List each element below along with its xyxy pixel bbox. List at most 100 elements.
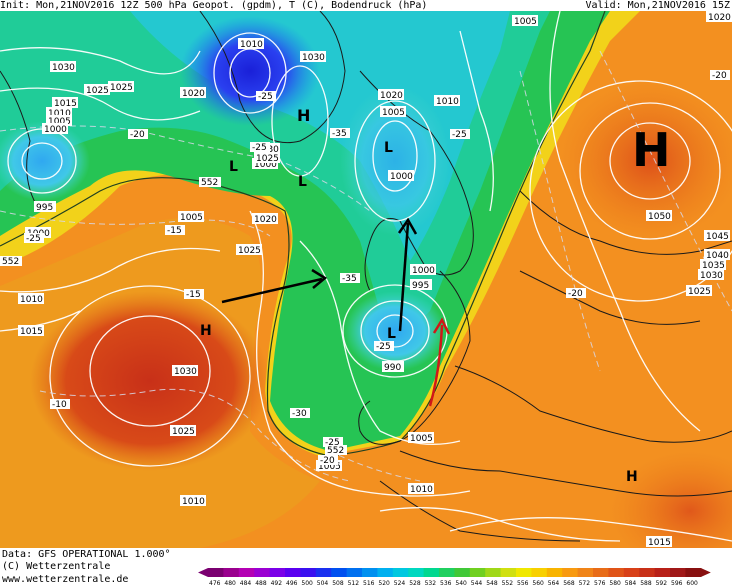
isobar-label: 1005 [316,460,342,472]
svg-text:1025: 1025 [86,86,109,96]
svg-text:1015: 1015 [20,327,43,337]
isobar-label: 1005 [178,211,204,223]
isobar-label: 1000 [252,158,278,170]
colorbar-cell [516,568,532,577]
temp-label: -35 [340,273,360,284]
temperature-lines [0,50,732,482]
svg-text:1005: 1005 [318,462,341,472]
svg-text:-25: -25 [258,92,273,102]
isobar-label: 1040 [704,249,730,261]
svg-text:-20: -20 [568,289,583,299]
high-letter: H [297,106,310,125]
temperature-label-group: -25 -20 -25 -15 -10 -25 -35 -35 -25 -30 … [24,70,730,466]
website-link[interactable]: www.wetterzentrale.de [2,574,129,585]
high-letter: H [626,469,638,485]
isobar-label: 1025 [170,425,196,437]
pressure-centers: H H H H L L L L [200,106,671,485]
svg-text:1025: 1025 [110,83,133,93]
isobar-label: 995 [410,279,432,291]
svg-text:990: 990 [384,363,401,373]
colorbar-cell [208,568,224,577]
colorbar-cell [500,568,517,577]
colorbar-tick-label: 548 [486,580,498,587]
isobar-label: 1005 [512,15,538,27]
svg-text:-20: -20 [130,130,145,140]
svg-text:1010: 1010 [182,497,205,507]
isobar-label: 1010 [18,293,44,305]
svg-text:995: 995 [36,203,53,213]
colorbar-cell [238,568,255,577]
arrow-north [398,222,410,332]
temp-label: -25 [256,91,276,102]
svg-text:1020: 1020 [708,13,731,23]
isobar-label: 1025 [254,152,280,164]
colorbar-tick-label: 600 [686,580,698,587]
colorbar-cell [577,568,594,577]
contour-552 [0,11,606,457]
svg-text:1005: 1005 [514,17,537,27]
colorbar-tick-label: 504 [317,580,329,587]
colorbar-tick-label: 524 [394,580,406,587]
low-core-north [180,16,320,126]
svg-text:1000: 1000 [390,172,413,182]
svg-text:-25: -25 [376,342,391,352]
colorbar-tick-label: 588 [640,580,652,587]
colorbar-tick-label: 484 [240,580,252,587]
arrow-atlantic [221,277,323,304]
svg-text:1040: 1040 [706,251,729,261]
svg-text:-15: -15 [186,290,201,300]
colorbar-tick-label: 540 [455,580,467,587]
svg-text:1020: 1020 [380,91,403,101]
colorbar-tick-label: 580 [609,580,621,587]
isobar-label: 1010 [408,483,434,495]
colorbar-tick-label: 512 [348,580,360,587]
colorbar-tick-label: 516 [363,580,375,587]
colorbar-cell [315,568,332,577]
isobar-label: 1050 [646,210,672,222]
temp-label: -25 [374,341,394,352]
colorbar-tick-label: 592 [656,580,668,587]
colorbar-cell [300,568,317,577]
colorbar-cells [198,568,711,577]
colorbar-cell [254,568,271,577]
low-letter: L [387,326,396,342]
isobar-label-group: 1030 1025 1015 1010 1005 1000 995 1000 1… [18,11,732,548]
temp-label: -25 [323,437,343,448]
colorbar-tick-label: 500 [301,580,313,587]
svg-text:1030: 1030 [52,63,75,73]
high-core-atlantic [30,291,270,471]
isobar-label: 1030 [172,365,198,377]
svg-text:1030: 1030 [302,53,325,63]
low-core-north-sea [340,86,450,236]
svg-text:-25: -25 [26,234,41,244]
svg-text:1010: 1010 [240,40,263,50]
isobar-label: 1020 [706,11,732,23]
svg-text:-35: -35 [332,129,347,139]
svg-text:1020: 1020 [254,215,277,225]
svg-text:-20: -20 [712,71,727,81]
svg-text:1025: 1025 [238,246,261,256]
temp-label: -25 [450,129,470,140]
svg-text:-20: -20 [320,456,335,466]
svg-text:-15: -15 [167,226,182,236]
colorbar-tick-label: 532 [425,580,437,587]
temp-label: -20 [128,129,148,140]
colorbar-tick-label: 520 [378,580,390,587]
arrow-north-head [397,217,418,235]
isobar-label: 1015 [52,97,78,109]
colorbar-tick-label: 564 [548,580,560,587]
map-header: Init: Mon,21NOV2016 12Z 500 hPa Geopot. … [0,0,732,11]
colorbar-tick-label: 536 [440,580,452,587]
svg-text:1000: 1000 [412,266,435,276]
svg-text:1005: 1005 [180,213,203,223]
low-letter: L [298,174,307,190]
colorbar-cell [408,568,425,577]
low-letter: L [384,140,393,156]
colorbar-cell [362,568,378,577]
colorbar-tick-label: 496 [286,580,298,587]
svg-text:1025: 1025 [172,427,195,437]
temp-label: -25 [250,142,270,153]
isobar-label: 1015 [646,536,672,548]
colorbar-tick-label: 596 [671,580,683,587]
colorbar-cell [439,568,455,577]
